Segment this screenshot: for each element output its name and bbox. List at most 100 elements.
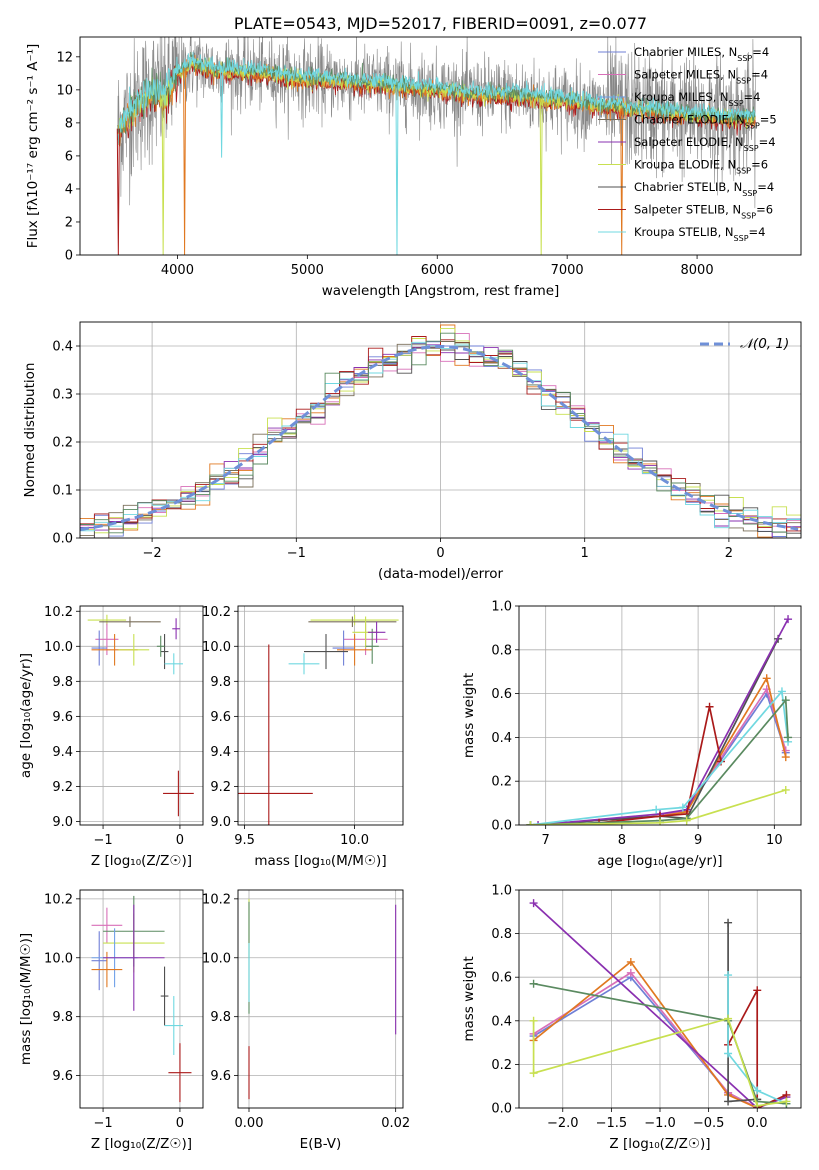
age_vs_Z-point — [160, 634, 169, 670]
weight_vs_age-point-marker — [781, 785, 790, 794]
residuals-frame — [79, 321, 802, 539]
spectrum-xtick-label: 8000 — [681, 263, 714, 278]
age_vs_Z-ylabel: age [log₁₀(age/yr)] — [18, 653, 34, 778]
weight_vs_Z-point-marker — [626, 968, 635, 977]
weight_vs_age-series-line — [530, 689, 789, 825]
weight_vs_age-point-marker — [652, 805, 661, 814]
spectrum-axes: 4000 5000 6000 7000 8000 0 2 4 6 8 10 12 wavelength … — [25, 14, 802, 299]
legend-label: 𝒩(0, 1) — [740, 336, 789, 352]
weight_vs_Z-point-marker — [529, 899, 538, 908]
residual-histogram-green — [80, 332, 801, 538]
age_vs_Z-ytick-label: 9.2 — [52, 780, 73, 795]
weight_vs_age-plot — [526, 615, 793, 825]
weight_vs_Z-xtick-label: −1.5 — [596, 1116, 628, 1131]
weight_vs_age-xtick-label: 8 — [618, 833, 626, 848]
weight_vs_age-point-marker — [705, 702, 714, 711]
legend-sub: SSP — [745, 121, 760, 130]
legend-suffix: =5 — [760, 113, 777, 127]
residuals-xtick-label: −1 — [287, 546, 306, 561]
legend-label: Salpeter STELIB, N — [634, 203, 741, 217]
mass_vs_Z-ytick-label: 9.8 — [52, 1010, 73, 1025]
residuals-ytick-label: 0.1 — [52, 484, 73, 499]
weight_vs_Z-point-marker — [753, 986, 762, 995]
legend-label: Kroupa STELIB, N — [634, 225, 734, 239]
legend-entry: Kroupa MILES, NSSP=4 — [634, 90, 760, 108]
spectrum-model-dip — [116, 128, 120, 255]
weight_vs_Z-series-line — [727, 922, 758, 1103]
spectrum-ylabel: Flux [fλ10⁻¹⁷ erg cm⁻² s⁻¹ A⁻¹] — [25, 44, 41, 249]
residuals-ytick-label: 0.2 — [52, 436, 73, 451]
weight_vs_Z-ytick-label: 0.8 — [491, 927, 512, 942]
weight_vs_Z-series-line — [727, 989, 787, 1108]
legend-label: Salpeter ELODIE, N — [634, 135, 744, 149]
weight_vs_age-xtick-label: 9 — [694, 833, 702, 848]
weight_vs_age-ytick-label: 0.0 — [491, 819, 512, 834]
weight_vs_age-ytick-label: 0.8 — [491, 643, 512, 658]
spectrum-xtick-label: 6000 — [421, 263, 454, 278]
mass_vs_ebv-frame — [237, 889, 404, 1109]
weight_vs_Z-series-line — [533, 960, 758, 1108]
mass_vs_Z-xlabel: Z [log₁₀(Z/Z☉)] — [91, 1136, 192, 1152]
spectrum-ytick-label: 12 — [56, 50, 73, 65]
weight_vs_Z-xtick-label: 0.0 — [747, 1116, 768, 1131]
age_vs_Z-ytick-label: 9.0 — [52, 815, 73, 830]
weight_vs_Z-series-line — [727, 975, 787, 1105]
spectrum-data-line — [117, 37, 756, 209]
weight_vs_Z-xtick-label: −0.5 — [693, 1116, 725, 1131]
mass_vs_ebv-xtick-label: 0.02 — [381, 1116, 410, 1131]
weight_vs_age-point-marker — [682, 816, 691, 825]
spectrum-ytick-label: 4 — [65, 182, 73, 197]
age_vs_mass-point — [310, 614, 399, 626]
legend-label: Chabrier MILES, N — [634, 45, 737, 59]
weight_vs_age-series-line — [530, 789, 787, 825]
weight_vs_Z-point-marker — [724, 918, 733, 927]
weight_vs_Z-point-marker — [724, 1049, 733, 1058]
mass_vs_ebv-axes: 0.00 0.02 9.6 9.8 10.0 10.2 E(B-V) — [202, 889, 410, 1152]
legend-suffix: =4 — [749, 225, 766, 239]
weight_vs_Z-point-marker — [529, 1069, 538, 1078]
residuals-axes: −2 −1 0 1 2 0.0 0.1 0.2 0.3 0.4 (data-model)/error… — [22, 321, 802, 582]
age_vs_mass-point — [332, 630, 355, 666]
age_vs_mass-ytick-label: 9.8 — [210, 675, 231, 690]
mass_vs_Z-xtick-label: −1 — [93, 1116, 112, 1131]
mass_vs_ebv-ytick-label: 10.2 — [202, 892, 231, 907]
weight_vs_Z-axes: −2.0 −1.5 −1.0 −0.5 0.0 0.0 0.2 0.4 0.6 0.8 1.0 Z [… — [461, 884, 802, 1152]
weight_vs_age-ytick-label: 1.0 — [491, 600, 512, 615]
legend-entry: Kroupa ELODIE, NSSP=6 — [634, 158, 768, 176]
legend-suffix: =4 — [757, 180, 774, 194]
residuals-xtick-label: 1 — [581, 546, 589, 561]
weight_vs_age-point-marker — [781, 696, 790, 705]
legend-label: Kroupa ELODIE, N — [634, 158, 736, 172]
legend-sub: SSP — [734, 234, 749, 243]
mass_vs_Z-ytick-label: 9.6 — [52, 1069, 73, 1084]
legend-entry: Kroupa STELIB, NSSP=4 — [634, 225, 765, 243]
weight_vs_age-xtick-label: 7 — [542, 833, 550, 848]
mass_vs_Z-ylabel: mass [log₁₀(M/M☉)] — [18, 933, 34, 1065]
mass_vs_ebv-ytick-label: 9.8 — [210, 1010, 231, 1025]
legend-sub: SSP — [742, 189, 757, 198]
weight_vs_Z-frame — [518, 889, 802, 1109]
legend-suffix: =4 — [752, 45, 769, 59]
age_vs_mass-point — [238, 644, 313, 825]
weight_vs_Z-point-marker — [724, 1097, 733, 1106]
legend-label: Chabrier STELIB, N — [634, 180, 742, 194]
age_vs_mass-xtick-label: 10.0 — [340, 833, 369, 848]
spectrum-xtick-label: 7000 — [551, 263, 584, 278]
mass_vs_Z-point — [164, 996, 184, 1055]
spectrum-model-kroupa_stelib — [117, 51, 756, 145]
spectrum-xlabel: wavelength [Angstrom, rest frame] — [322, 283, 560, 299]
mass_vs_Z-point — [168, 1043, 192, 1103]
weight_vs_Z-xtick-label: −2.0 — [547, 1116, 579, 1131]
weight_vs_age-ytick-label: 0.2 — [491, 775, 512, 790]
spectrum-xtick-label: 4000 — [161, 263, 194, 278]
legend-entry: Chabrier STELIB, NSSP=4 — [634, 180, 774, 198]
age_vs_Z-axes: −1 0 9.0 9.2 9.4 9.6 9.8 10.0 10.2 Z [log₁₀(Z/Z☉)… — [18, 605, 204, 869]
weight_vs_Z-xlabel: Z [log₁₀(Z/Z☉)] — [609, 1136, 710, 1152]
weight_vs_Z-series-line — [533, 902, 787, 1108]
weight_vs_age-ytick-label: 0.6 — [491, 687, 512, 702]
weight_vs_age-axes: 7 8 9 10 0.0 0.2 0.4 0.6 0.8 1.0 age [log₁₀(age/yr… — [461, 600, 802, 869]
residuals-ytick-label: 0.4 — [52, 340, 73, 355]
spectrum-title: PLATE=0543, MJD=52017, FIBERID=0091, z=0… — [234, 14, 647, 33]
weight_vs_age-ylabel: mass weight — [461, 673, 477, 758]
